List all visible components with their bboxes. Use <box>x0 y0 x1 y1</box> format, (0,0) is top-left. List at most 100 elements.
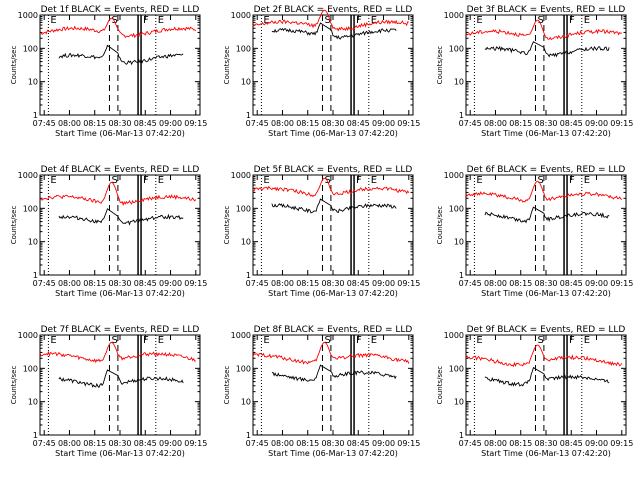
y-tick-label: 100 <box>236 364 251 373</box>
y-tick-label: 1 <box>33 271 38 280</box>
x-tick-label: 09:15 <box>610 119 633 128</box>
lld-series-line <box>252 9 409 32</box>
chart-title: Det 8f BLACK = Events, RED = LLD <box>254 325 413 335</box>
plot-frame <box>252 174 414 276</box>
chart-panel-6: Det 6f BLACK = Events, RED = LLD 1 10 100 10… <box>436 165 633 298</box>
y-tick-label: 100 <box>23 204 38 213</box>
x-tick-label: 07:45 <box>246 439 269 448</box>
x-axis-label: Start Time (06-Mar-13 07:42:20) <box>268 449 398 458</box>
chart-title: Det 6f BLACK = Events, RED = LLD <box>467 165 626 175</box>
y-tick-label: 10 <box>28 238 38 247</box>
y-tick-label: 1000 <box>444 171 464 180</box>
plot-frame <box>465 334 627 436</box>
x-axis-label: Start Time (06-Mar-13 07:42:20) <box>268 129 398 138</box>
plot-frame <box>465 174 627 276</box>
y-tick-label: 1 <box>246 271 251 280</box>
marker-label: E <box>476 175 482 186</box>
lld-series-line <box>39 181 197 207</box>
marker-label: E <box>50 15 56 26</box>
lld-series-line <box>465 19 622 41</box>
x-tick-label: 07:45 <box>33 439 56 448</box>
x-tick-label: 08:30 <box>108 279 131 288</box>
x-tick-label: 08:15 <box>509 279 532 288</box>
x-tick-label: 08:45 <box>347 279 370 288</box>
x-tick-label: 08:15 <box>509 439 532 448</box>
y-tick-label: 1 <box>33 111 38 120</box>
x-tick-label: 09:15 <box>184 119 207 128</box>
y-tick-label: 100 <box>449 44 464 53</box>
x-tick-label: 08:00 <box>271 439 294 448</box>
marker-label: F <box>356 15 362 26</box>
events-series-line <box>484 206 610 224</box>
chart-panel-2: Det 2f BLACK = Events, RED = LLD 1 10 100 10… <box>223 5 420 138</box>
y-tick-label: 10 <box>454 238 464 247</box>
events-series-line <box>271 364 397 382</box>
marker-label: E <box>50 175 56 186</box>
y-tick-label: 1000 <box>18 331 38 340</box>
events-series-line <box>271 22 397 40</box>
x-tick-label: 08:30 <box>321 119 344 128</box>
y-tick-label: 1 <box>459 431 464 440</box>
x-tick-label: 08:00 <box>484 279 507 288</box>
x-axis-label: Start Time (06-Mar-13 07:42:20) <box>481 289 611 298</box>
y-tick-label: 100 <box>236 204 251 213</box>
x-tick-label: 08:30 <box>321 439 344 448</box>
y-tick-label: 10 <box>28 78 38 87</box>
x-tick-label: 08:45 <box>134 119 157 128</box>
events-series-line <box>58 44 184 66</box>
y-axis-label: Counts/sec <box>10 366 18 405</box>
lld-series-line <box>39 341 196 364</box>
marker-label: F <box>143 175 149 186</box>
x-tick-label: 08:30 <box>534 439 557 448</box>
marker-label: E <box>584 335 590 346</box>
chart-panel-5: Det 5f BLACK = Events, RED = LLD 1 10 100 10… <box>223 165 420 298</box>
x-tick-label: 07:45 <box>246 119 269 128</box>
events-series-line <box>484 366 610 387</box>
x-tick-label: 07:45 <box>33 119 56 128</box>
marker-label: S <box>324 335 330 346</box>
events-series-line <box>271 198 397 214</box>
y-tick-label: 10 <box>28 398 38 407</box>
chart-title: Det 7f BLACK = Events, RED = LLD <box>41 325 200 335</box>
y-tick-label: 1000 <box>18 171 38 180</box>
x-tick-label: 07:45 <box>459 279 482 288</box>
y-axis-label: Counts/sec <box>436 46 444 85</box>
y-tick-label: 100 <box>23 364 38 373</box>
y-tick-label: 1000 <box>18 11 38 20</box>
y-tick-label: 1 <box>459 111 464 120</box>
y-tick-label: 1000 <box>444 331 464 340</box>
x-tick-label: 08:30 <box>534 119 557 128</box>
x-tick-label: 09:00 <box>159 119 182 128</box>
marker-label: S <box>324 15 330 26</box>
x-tick-label: 09:15 <box>397 119 420 128</box>
plot-frame <box>39 174 201 276</box>
marker-label: E <box>263 335 269 346</box>
x-tick-label: 09:15 <box>397 439 420 448</box>
x-tick-label: 08:15 <box>509 119 532 128</box>
y-tick-label: 10 <box>241 398 251 407</box>
x-tick-label: 08:00 <box>271 119 294 128</box>
x-tick-label: 08:30 <box>534 279 557 288</box>
x-tick-label: 08:45 <box>560 439 583 448</box>
chart-panel-4: Det 4f BLACK = Events, RED = LLD 1 10 100 10… <box>10 165 207 298</box>
plot-frame <box>465 14 627 116</box>
x-tick-label: 08:30 <box>108 439 131 448</box>
y-tick-label: 1000 <box>231 11 251 20</box>
marker-label: E <box>371 175 377 186</box>
marker-label: E <box>371 335 377 346</box>
y-tick-label: 1000 <box>231 171 251 180</box>
y-tick-label: 1 <box>33 431 38 440</box>
y-axis-label: Counts/sec <box>223 366 231 405</box>
y-tick-label: 100 <box>236 44 251 53</box>
x-tick-label: 08:30 <box>108 119 131 128</box>
x-axis-label: Start Time (06-Mar-13 07:42:20) <box>481 129 611 138</box>
marker-label: F <box>356 335 362 346</box>
x-tick-label: 09:15 <box>610 279 633 288</box>
y-axis-label: Counts/sec <box>223 46 231 85</box>
x-tick-label: 08:00 <box>484 439 507 448</box>
x-tick-label: 08:45 <box>347 119 370 128</box>
marker-label: E <box>476 15 482 26</box>
marker-label: F <box>569 15 575 26</box>
y-axis-label: Counts/sec <box>223 206 231 245</box>
y-axis-label: Counts/sec <box>436 206 444 245</box>
